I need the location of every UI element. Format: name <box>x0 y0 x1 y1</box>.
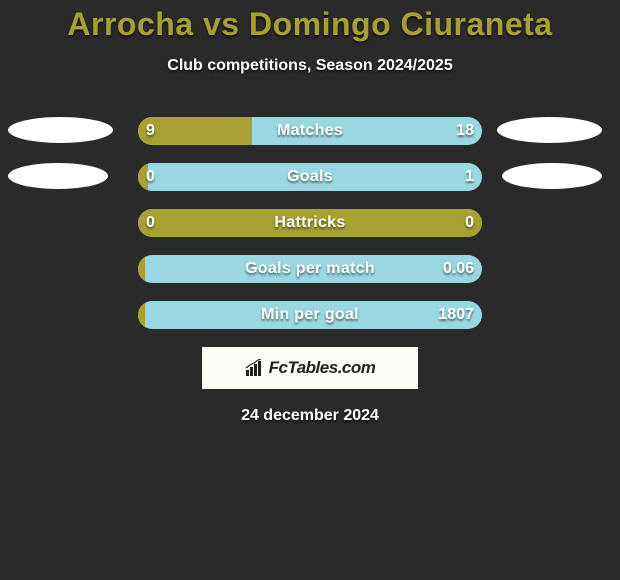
stat-bar-fill <box>138 301 145 329</box>
player-left-marker <box>8 117 113 143</box>
stat-bar: Goals per match0.06 <box>138 255 482 283</box>
page-title: Arrocha vs Domingo Ciuraneta <box>0 6 620 43</box>
right-value: 1807 <box>438 301 474 329</box>
stat-bar-fill <box>138 209 482 237</box>
right-value: 18 <box>456 117 474 145</box>
right-value: 0 <box>465 209 474 237</box>
logo-text: FcTables.com <box>269 358 376 378</box>
generation-date: 24 december 2024 <box>0 407 620 425</box>
page-subtitle: Club competitions, Season 2024/2025 <box>0 57 620 75</box>
left-value: 9 <box>146 117 155 145</box>
comparison-row: 0Hattricks0 <box>0 209 620 237</box>
bar-chart-icon <box>245 359 265 377</box>
comparison-row: Min per goal1807 <box>0 301 620 329</box>
comparison-row: Goals per match0.06 <box>0 255 620 283</box>
stat-bar-fill <box>138 117 252 145</box>
stat-bar: 0Goals1 <box>138 163 482 191</box>
stat-label: Goals per match <box>138 255 482 283</box>
right-value: 1 <box>465 163 474 191</box>
stat-bar-fill <box>138 255 145 283</box>
logo-box[interactable]: FcTables.com <box>202 347 418 389</box>
stat-bar: 9Matches18 <box>138 117 482 145</box>
player-right-marker <box>502 163 602 189</box>
stat-label: Min per goal <box>138 301 482 329</box>
comparison-rows: 9Matches180Goals10Hattricks0Goals per ma… <box>0 117 620 329</box>
stat-bar: 0Hattricks0 <box>138 209 482 237</box>
stat-bar: Min per goal1807 <box>138 301 482 329</box>
right-value: 0.06 <box>443 255 474 283</box>
stat-label: Goals <box>138 163 482 191</box>
left-value: 0 <box>146 209 155 237</box>
comparison-row: 9Matches18 <box>0 117 620 145</box>
comparison-row: 0Goals1 <box>0 163 620 191</box>
player-left-marker <box>8 163 108 189</box>
widget-container: Arrocha vs Domingo Ciuraneta Club compet… <box>0 0 620 425</box>
player-right-marker <box>497 117 602 143</box>
left-value: 0 <box>146 163 155 191</box>
